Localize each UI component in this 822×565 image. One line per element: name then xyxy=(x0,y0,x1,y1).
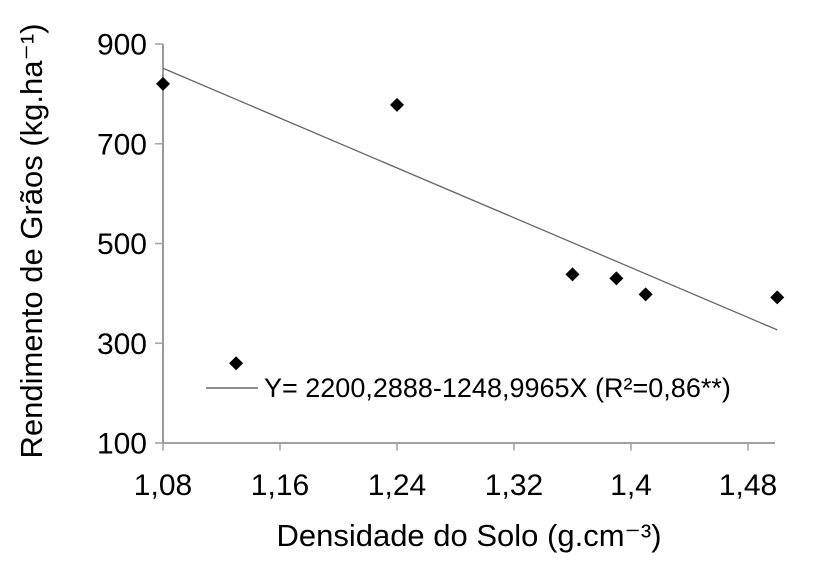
legend-equation-label: Y= 2200,2888-1248,9965X (R²=0,86**) xyxy=(264,373,731,403)
y-tick-label: 700 xyxy=(97,128,147,161)
data-point-diamond xyxy=(229,356,244,371)
y-tick-label: 300 xyxy=(97,328,147,361)
data-point-diamond xyxy=(565,267,580,282)
x-tick-label: 1,08 xyxy=(134,469,192,502)
data-point-diamond xyxy=(390,97,404,112)
x-axis-title: Densidade do Solo (g.cm⁻³) xyxy=(276,518,661,553)
y-tick-label: 100 xyxy=(97,428,147,461)
data-point-diamond xyxy=(770,290,785,305)
y-axis-title: Rendimento de Grãos (kg.ha⁻¹) xyxy=(14,23,49,458)
trend-line xyxy=(162,67,778,331)
x-tick-label: 1,16 xyxy=(251,469,309,502)
data-point-diamond xyxy=(609,271,624,286)
y-tick-label: 900 xyxy=(97,29,147,62)
x-tick-label: 1,32 xyxy=(485,469,543,502)
x-tick-label: 1,48 xyxy=(719,469,777,502)
y-tick-label: 500 xyxy=(97,228,147,261)
data-point-diamond xyxy=(638,287,653,302)
data-point-diamond xyxy=(156,76,170,91)
x-tick-label: 1,4 xyxy=(610,469,652,502)
x-tick-label: 1,24 xyxy=(368,469,426,502)
